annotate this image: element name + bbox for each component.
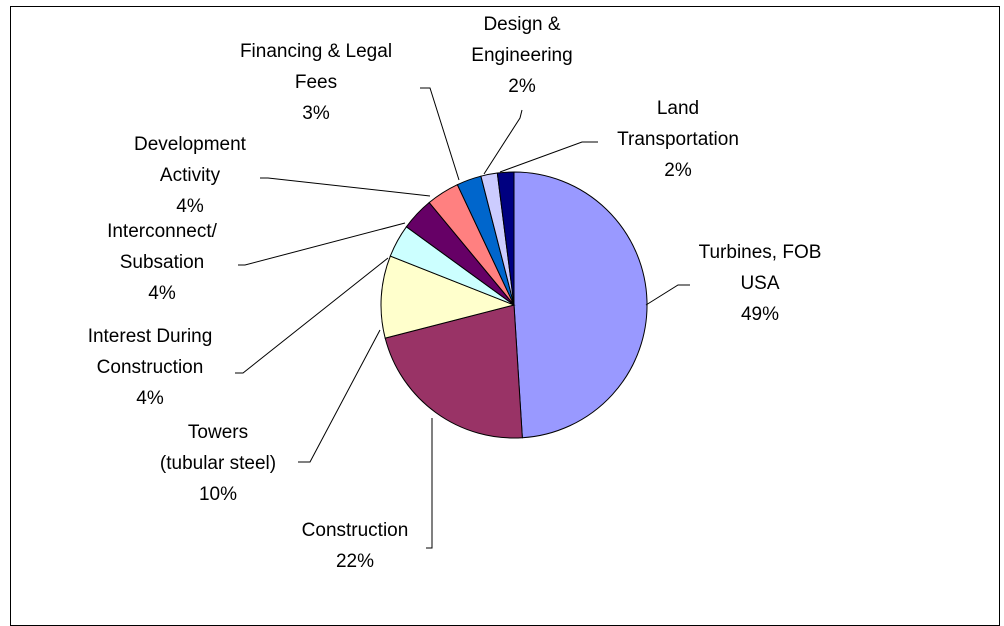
slice-label-line-4: Subsation <box>120 252 205 273</box>
leader-line-6 <box>420 87 460 181</box>
leaders-layer <box>235 87 690 549</box>
slice-label-8: Land Transportation 2% <box>617 98 739 181</box>
slice-label-2: Towers (tubular steel) 10% <box>160 422 276 505</box>
slice-label-line-2: (tubular steel) <box>160 453 276 474</box>
slice-percent-2: 10% <box>199 484 237 505</box>
pie-slice-1 <box>384 304 523 439</box>
slice-percent-4: 4% <box>148 283 176 304</box>
leader-line-3 <box>235 257 389 374</box>
pie-slice-0 <box>513 171 648 439</box>
pie-slice-2 <box>380 255 516 339</box>
slice-label-line-1: Construction <box>302 520 409 541</box>
slice-percent-0: 49% <box>741 304 779 325</box>
leader-line-0 <box>645 284 690 306</box>
leader-line-5 <box>260 177 431 197</box>
slice-label-7: Design & Engineering 2% <box>471 14 572 97</box>
slice-label-line-7: Engineering <box>471 45 572 66</box>
leader-line-2 <box>298 329 381 463</box>
slice-label-line-8: Transportation <box>617 129 739 150</box>
slice-percent-3: 4% <box>136 388 164 409</box>
slice-label-line-3: Construction <box>97 357 204 378</box>
slice-label-line-8: Land <box>657 98 699 119</box>
slice-label-1: Construction 22% <box>302 520 409 572</box>
slice-label-line-0: USA <box>740 273 779 294</box>
leader-line-7 <box>483 109 523 175</box>
slice-label-3: Interest During Construction 4% <box>88 326 213 409</box>
slice-label-line-6: Financing & Legal <box>240 41 392 62</box>
slice-label-line-0: Turbines, FOB <box>699 242 822 263</box>
slice-percent-7: 2% <box>508 76 536 97</box>
slice-percent-6: 3% <box>302 103 330 124</box>
slice-label-line-5: Activity <box>160 165 221 186</box>
slice-label-5: Development Activity 4% <box>134 134 247 217</box>
slices-layer <box>380 171 648 439</box>
slice-percent-8: 2% <box>664 160 692 181</box>
pie-chart: Turbines, FOB USA 49% Construction 22% Towers… <box>88 14 822 572</box>
leader-line-4 <box>238 222 406 266</box>
slice-label-line-5: Development <box>134 134 247 155</box>
leader-line-8 <box>499 141 598 173</box>
slice-percent-1: 22% <box>336 551 374 572</box>
slice-label-6: Financing & Legal Fees 3% <box>240 41 392 124</box>
slice-label-line-4: Interconnect/ <box>107 221 218 242</box>
slice-label-line-3: Interest During <box>88 326 213 347</box>
slice-label-line-7: Design & <box>483 14 560 35</box>
slice-percent-5: 4% <box>176 196 204 217</box>
slice-label-4: Interconnect/Subsation 4% <box>107 221 218 304</box>
slice-label-0: Turbines, FOB USA 49% <box>699 242 822 325</box>
leader-line-1 <box>426 418 433 549</box>
pie-slice-8 <box>496 171 515 306</box>
slice-label-line-2: Towers <box>188 422 248 443</box>
slice-label-line-6: Fees <box>295 72 337 93</box>
labels-layer: Turbines, FOB USA 49% Construction 22% Towers… <box>88 14 822 572</box>
